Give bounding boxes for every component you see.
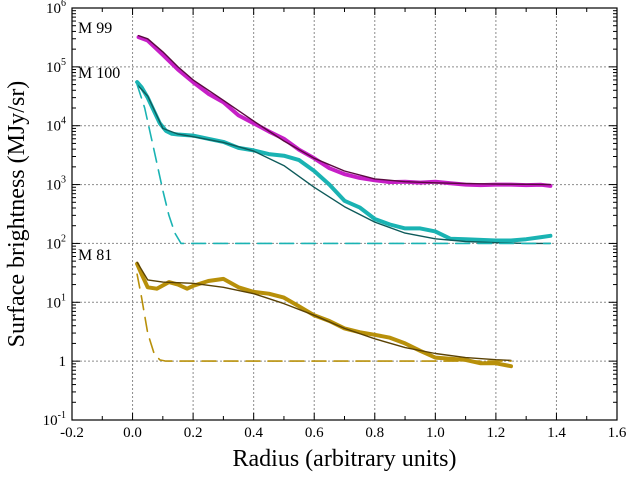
- series-label: M 81: [78, 247, 112, 264]
- x-tick-label: 1.4: [547, 425, 566, 441]
- series-line-7-dashed: [136, 273, 512, 362]
- x-tick-label: 1.6: [608, 425, 627, 441]
- x-tick-label: 1.2: [487, 425, 506, 441]
- x-tick-label: 0.8: [365, 425, 384, 441]
- y-tick-label: 106: [46, 0, 66, 17]
- x-tick-label: -0.2: [60, 425, 84, 441]
- series-line-0-thick: [136, 35, 553, 188]
- y-tick-label: 105: [46, 57, 66, 76]
- series-line-4-dashed: [136, 83, 552, 245]
- series-line-1-thin: [137, 34, 552, 186]
- x-tick-label: 0.2: [184, 425, 203, 441]
- y-axis-ticks: 10-1 1 101 102 103 104 105 106: [43, 0, 617, 429]
- y-tick-label: 1: [59, 354, 67, 370]
- y-tick-label: 10-1: [43, 410, 66, 429]
- series-label: M 100: [78, 65, 120, 82]
- series-line-3-thin: [136, 83, 552, 245]
- x-axis-label: Radius (arbitrary units): [233, 446, 457, 472]
- series-label: M 99: [78, 20, 112, 37]
- y-axis-label: Surface brightness (MJy/sr): [4, 81, 30, 348]
- series-group: M 99 M 100 M 81: [78, 20, 553, 369]
- y-tick-label: 103: [46, 175, 66, 194]
- y-tick-label: 102: [46, 233, 66, 252]
- y-tick-label: 101: [46, 292, 66, 311]
- series-line-6-thin: [136, 261, 512, 362]
- x-axis-ticks: -0.2 0.0 0.2 0.4 0.6 0.8 1.0 1.2 1.4 1.6: [60, 8, 627, 441]
- plot-frame: [71, 7, 618, 421]
- series-line-2-thick: [135, 80, 553, 243]
- x-tick-label: 0.4: [244, 425, 263, 441]
- y-tick-label: 104: [46, 116, 66, 135]
- grid: [72, 8, 617, 420]
- x-tick-label: 1.0: [426, 425, 445, 441]
- x-tick-label: 0.0: [123, 425, 142, 441]
- x-tick-label: 0.6: [305, 425, 324, 441]
- series-line-5-thick: [135, 261, 513, 369]
